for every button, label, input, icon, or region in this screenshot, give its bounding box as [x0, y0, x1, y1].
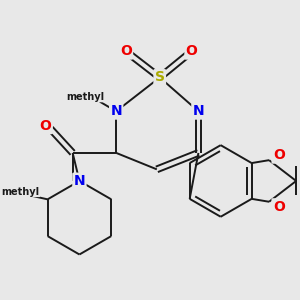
Text: O: O: [186, 44, 198, 58]
Text: O: O: [120, 44, 132, 58]
Text: methyl: methyl: [2, 187, 40, 196]
Text: N: N: [110, 104, 122, 118]
Text: O: O: [273, 148, 285, 162]
Text: N: N: [193, 104, 204, 118]
Text: S: S: [155, 70, 165, 84]
Text: O: O: [273, 200, 285, 214]
Text: methyl: methyl: [66, 92, 104, 102]
Text: O: O: [40, 119, 52, 133]
Text: N: N: [74, 174, 85, 188]
